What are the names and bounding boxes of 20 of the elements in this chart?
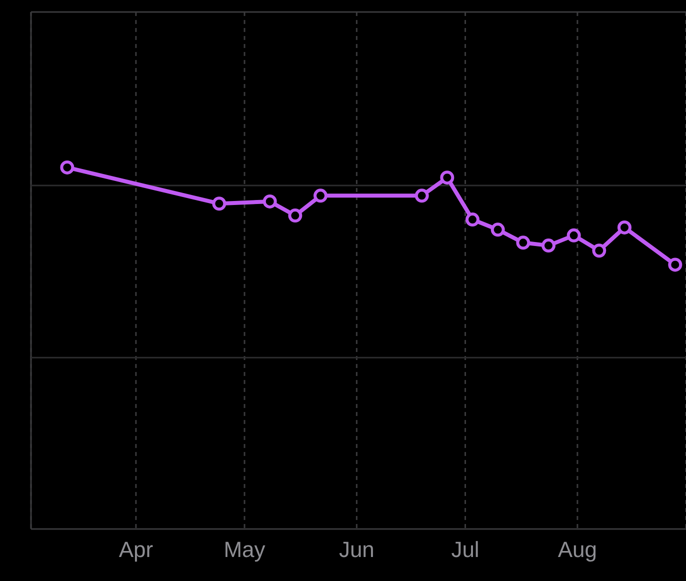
point <box>262 194 277 208</box>
point <box>566 228 581 242</box>
point <box>465 212 480 227</box>
point <box>490 222 505 237</box>
point <box>314 188 328 203</box>
point <box>60 160 74 174</box>
point <box>617 220 632 234</box>
point <box>668 258 682 272</box>
point <box>592 244 606 258</box>
x-tick-label: May <box>224 537 266 562</box>
point <box>440 170 454 185</box>
point <box>541 238 556 253</box>
x-tick-label: Aug <box>558 537 598 562</box>
point <box>212 196 226 211</box>
x-tick-label: Jun <box>338 537 374 562</box>
point <box>288 208 302 223</box>
x-tick-label: Jul <box>451 537 480 562</box>
point <box>414 188 429 203</box>
x-tick-label: Apr <box>118 537 154 562</box>
point <box>516 236 530 250</box>
